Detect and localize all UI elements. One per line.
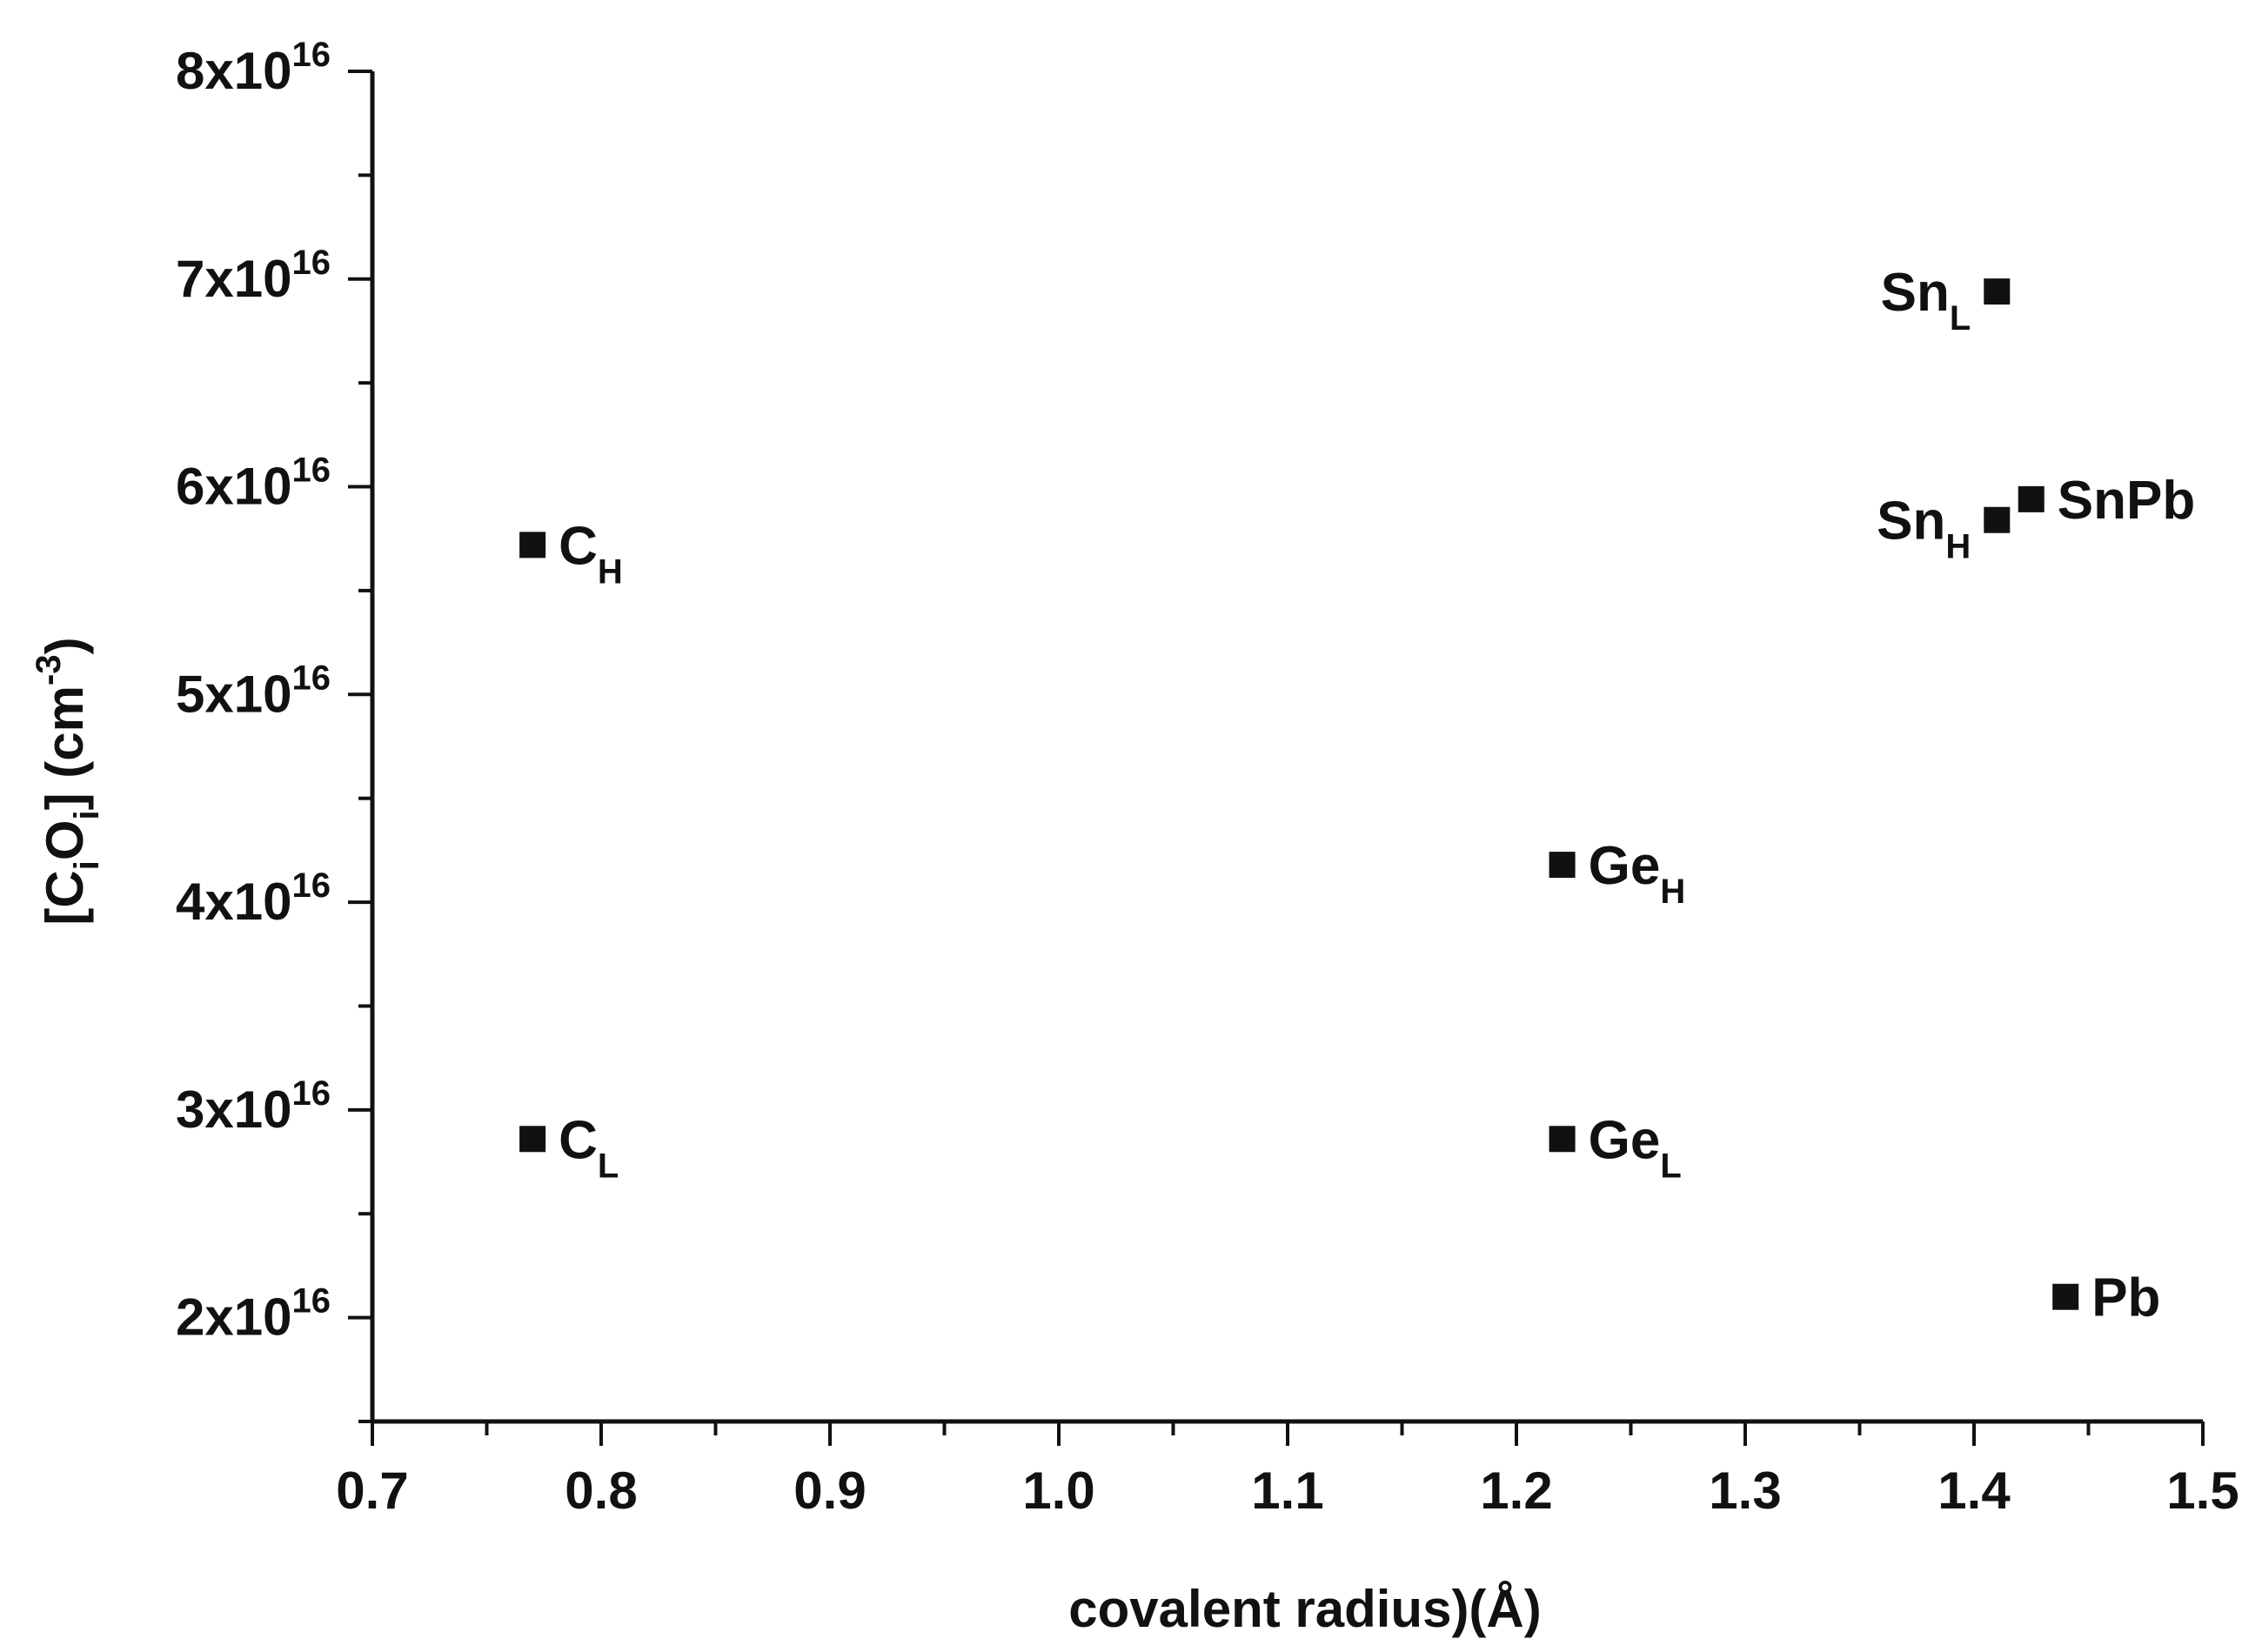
x-tick-label: 1.0 (1022, 1461, 1094, 1520)
x-tick-label: 0.9 (793, 1461, 866, 1520)
y-tick-label: 7x1016 (176, 244, 331, 308)
x-tick-label: 0.7 (336, 1461, 408, 1520)
data-point (519, 532, 546, 558)
data-point (1549, 1126, 1576, 1153)
x-tick-label: 1.2 (1480, 1461, 1552, 1520)
x-tick-label: 1.1 (1251, 1461, 1323, 1520)
point-label: SnH (1877, 492, 1971, 566)
data-point (2052, 1283, 2079, 1310)
y-tick-label: 8x1016 (176, 36, 331, 100)
data-points: CH CL GeH GeL SnL SnH SnPb Pb (519, 263, 2195, 1328)
data-point (519, 1126, 546, 1153)
point-label: Pb (2091, 1268, 2160, 1328)
y-axis-title: [CiOi] (cm-3) (30, 637, 106, 925)
point-label: SnPb (2058, 471, 2195, 531)
y-axis-ticks: 2x1016 3x1016 4x1016 5x1016 6x1016 7x1016 8x10… (176, 36, 372, 1423)
data-point (2018, 485, 2044, 512)
x-tick-label: 0.8 (565, 1461, 637, 1520)
x-tick-label: 1.3 (1709, 1461, 1781, 1520)
y-tick-label: 2x1016 (176, 1282, 331, 1347)
x-tick-label: 1.4 (1937, 1461, 2011, 1520)
point-label: GeH (1589, 836, 1686, 911)
y-tick-label: 5x1016 (176, 659, 331, 723)
point-label: CH (559, 516, 623, 591)
x-axis-ticks: 0.7 0.8 0.9 1.0 1.1 1.2 1.3 1.4 1.5 (336, 1421, 2239, 1520)
x-axis-title: covalent radius)(Å) (1068, 1580, 1541, 1638)
point-label: CL (559, 1110, 619, 1185)
data-point (1984, 278, 2011, 305)
point-label: SnL (1881, 263, 1971, 338)
data-point (1984, 506, 2011, 533)
data-point (1549, 852, 1576, 879)
x-tick-label: 1.5 (2166, 1461, 2239, 1520)
y-tick-label: 4x1016 (176, 866, 331, 931)
y-tick-label: 6x1016 (176, 451, 331, 516)
point-label: GeL (1589, 1110, 1682, 1185)
y-tick-label: 3x1016 (176, 1074, 331, 1139)
